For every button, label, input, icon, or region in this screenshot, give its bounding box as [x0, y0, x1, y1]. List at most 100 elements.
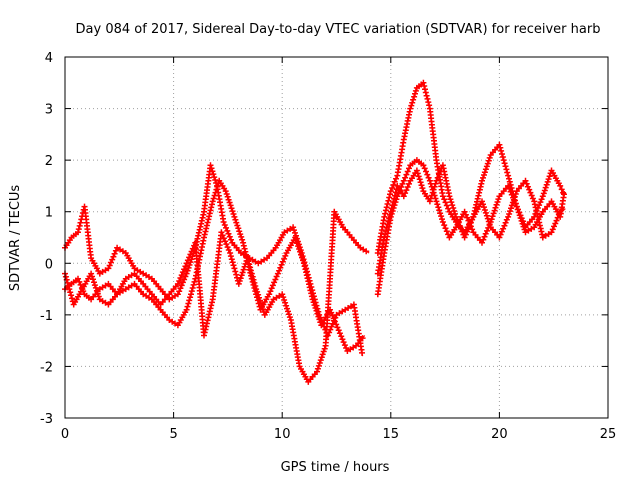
data-point: [329, 320, 336, 327]
y-tick-label: 1: [45, 206, 53, 221]
data-point: [298, 250, 305, 256]
data-point: [492, 204, 499, 211]
data-point: [513, 203, 520, 210]
data-point: [66, 286, 73, 293]
data-point: [269, 282, 276, 289]
data-point: [413, 167, 420, 174]
data-point: [318, 317, 325, 324]
data-point: [188, 248, 195, 255]
data-point: [387, 208, 394, 215]
data-point: [182, 263, 189, 270]
data-point: [237, 231, 244, 238]
data-point: [312, 299, 319, 306]
data-point: [559, 206, 566, 213]
series-line: [64, 165, 364, 357]
data-point: [240, 266, 247, 273]
data-point: [500, 157, 507, 164]
data-point: [526, 186, 533, 193]
data-point: [90, 276, 96, 283]
data-point: [439, 193, 446, 200]
data-point: [179, 269, 186, 276]
data-point: [536, 222, 543, 229]
data-point: [306, 277, 313, 284]
data-point: [224, 193, 231, 200]
data-point: [461, 234, 468, 241]
data-point: [438, 213, 445, 220]
data-point: [539, 193, 546, 200]
data-point: [480, 201, 486, 208]
data-point: [318, 354, 325, 361]
data-point: [227, 202, 234, 209]
data-point: [252, 283, 259, 289]
data-point: [210, 171, 217, 178]
data-point: [279, 258, 286, 265]
y-tick-label: 3: [45, 103, 53, 118]
data-point: [336, 330, 343, 337]
data-point: [451, 208, 458, 214]
data-point: [381, 213, 388, 220]
data-point: [248, 270, 255, 277]
data-point: [516, 212, 523, 219]
data-point: [498, 228, 505, 235]
data-point: [439, 216, 445, 223]
data-point: [258, 300, 264, 307]
data-point: [282, 299, 289, 306]
data-point: [213, 180, 220, 186]
data-point: [491, 207, 498, 214]
data-point: [187, 294, 194, 301]
x-tick-label: 5: [169, 427, 177, 442]
data-point: [389, 202, 396, 209]
data-point: [220, 219, 227, 225]
data-point: [75, 275, 81, 282]
data-point: [481, 172, 487, 178]
data-point: [236, 278, 243, 284]
data-point: [189, 285, 196, 291]
y-tick-label: -2: [40, 360, 53, 375]
data-point: [185, 300, 192, 307]
data-point: [515, 209, 522, 216]
data-point: [296, 244, 303, 251]
data-point: [486, 154, 493, 161]
data-point: [496, 234, 503, 241]
data-point: [558, 186, 565, 193]
data-point: [95, 293, 102, 300]
data-point: [382, 228, 389, 235]
data-point: [276, 267, 283, 274]
y-tick-label: -3: [40, 412, 53, 427]
data-point: [408, 102, 415, 109]
data-point: [184, 267, 191, 274]
data-point: [406, 180, 412, 187]
data-point: [443, 228, 450, 235]
data-point: [561, 191, 567, 198]
data-point: [184, 303, 191, 310]
data-point: [433, 177, 440, 184]
data-point: [486, 221, 493, 228]
data-point: [315, 362, 322, 369]
data-point: [75, 226, 82, 233]
data-point: [314, 365, 321, 372]
data-point: [241, 263, 248, 270]
data-point: [91, 282, 98, 289]
data-point: [482, 230, 489, 237]
data-point: [385, 197, 392, 204]
data-point: [272, 276, 279, 283]
data-point: [359, 349, 365, 356]
data-point: [496, 141, 503, 148]
data-point: [271, 279, 278, 286]
data-point: [519, 220, 526, 227]
data-point: [423, 168, 429, 175]
data-point: [236, 228, 243, 235]
data-point: [233, 271, 240, 278]
data-point: [501, 160, 508, 167]
data-point: [198, 217, 205, 224]
data-point: [429, 189, 436, 196]
data-point: [523, 180, 530, 187]
data-point: [308, 284, 315, 290]
data-point: [363, 248, 370, 255]
data-point: [293, 235, 300, 242]
data-point: [75, 229, 81, 236]
x-tick-label: 10: [274, 427, 291, 442]
data-point: [425, 174, 432, 181]
data-point: [479, 198, 485, 205]
data-point: [178, 272, 185, 279]
